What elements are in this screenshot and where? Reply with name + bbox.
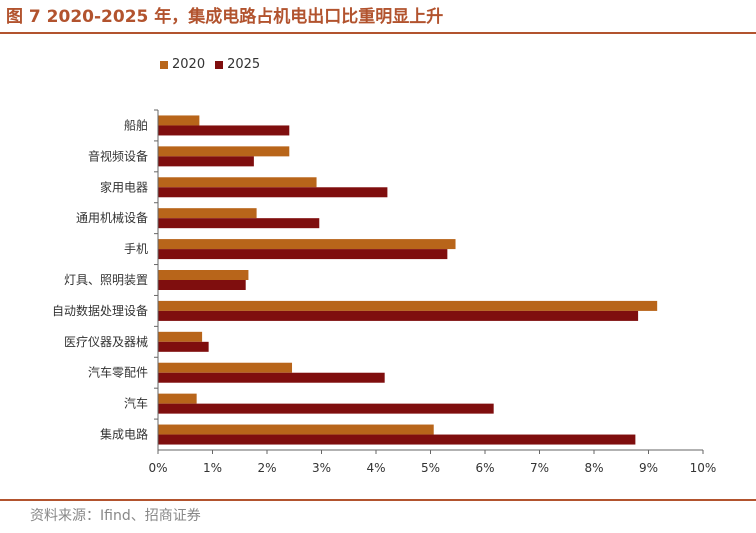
bar-2020 bbox=[158, 146, 290, 157]
category-label: 集成电路 bbox=[100, 427, 148, 442]
legend-label-2020: 2020 bbox=[172, 57, 206, 72]
legend-swatch-2020 bbox=[160, 60, 168, 69]
x-tick-label: 10% bbox=[690, 461, 717, 475]
x-tick-label: 1% bbox=[203, 461, 222, 475]
legend-item-2020: 2020 bbox=[160, 57, 205, 72]
bar-2025 bbox=[158, 156, 254, 167]
category-label: 自动数据处理设备 bbox=[52, 303, 148, 318]
chart-title: 图 7 2020-2025 年，集成电路占机电出口比重明显上升 bbox=[6, 7, 444, 27]
category-label: 音视频设备 bbox=[88, 148, 148, 163]
title-divider bbox=[0, 32, 756, 34]
bar-2020 bbox=[158, 270, 249, 280]
bar-2025 bbox=[158, 310, 639, 321]
bar-2020 bbox=[158, 300, 658, 311]
bar-2025 bbox=[158, 125, 290, 136]
category-label: 灯具、照明装置 bbox=[64, 273, 148, 287]
bar-2025 bbox=[158, 403, 494, 414]
category-label: 家用电器 bbox=[100, 179, 148, 194]
bar-2020 bbox=[158, 208, 257, 219]
category-label: 通用机械设备 bbox=[76, 210, 148, 225]
bar-2020 bbox=[158, 239, 456, 250]
legend-label-2025: 2025 bbox=[227, 57, 261, 72]
category-label: 汽车 bbox=[124, 396, 148, 411]
bar-2025 bbox=[158, 218, 320, 229]
bar-chart: 0% 1% 2% 3% 4% 5% 6% 7% 8% 9% 10% 船舶音视频设备家用电器通用机械设备… bbox=[52, 109, 717, 475]
bar-2020 bbox=[158, 424, 434, 435]
category-label: 汽车零配件 bbox=[88, 365, 148, 380]
x-tick-label: 2% bbox=[257, 461, 276, 475]
bar-2025 bbox=[158, 280, 246, 290]
footer-divider bbox=[0, 499, 756, 501]
bar-2020 bbox=[158, 362, 293, 373]
x-tick-label: 7% bbox=[530, 461, 549, 475]
x-tick-label: 9% bbox=[639, 461, 658, 475]
bar-2020 bbox=[158, 393, 197, 404]
bar-2025 bbox=[158, 187, 388, 198]
bar-2025 bbox=[158, 249, 448, 260]
bar-2020 bbox=[158, 177, 317, 188]
source-note: 资料来源：Ifind、招商证券 bbox=[30, 508, 201, 524]
x-tick-label: 6% bbox=[475, 461, 494, 475]
x-tick-label: 8% bbox=[584, 461, 603, 475]
x-tick-label: 0% bbox=[148, 461, 167, 475]
category-label: 船舶 bbox=[124, 117, 148, 132]
bar-2025 bbox=[158, 341, 209, 352]
category-label: 手机 bbox=[124, 242, 148, 256]
legend-item-2025: 2025 bbox=[215, 57, 260, 72]
bar-2025 bbox=[158, 434, 636, 445]
category-label: 医疗仪器及器械 bbox=[64, 334, 148, 349]
bar-2025 bbox=[158, 372, 385, 383]
x-tick-label: 4% bbox=[366, 461, 385, 475]
x-tick-label: 3% bbox=[312, 461, 331, 475]
legend: 2020 2025 bbox=[160, 57, 270, 72]
legend-swatch-2025 bbox=[215, 60, 224, 69]
x-tick-label: 5% bbox=[421, 461, 440, 475]
bar-2020 bbox=[158, 331, 203, 342]
bar-2020 bbox=[158, 115, 200, 126]
